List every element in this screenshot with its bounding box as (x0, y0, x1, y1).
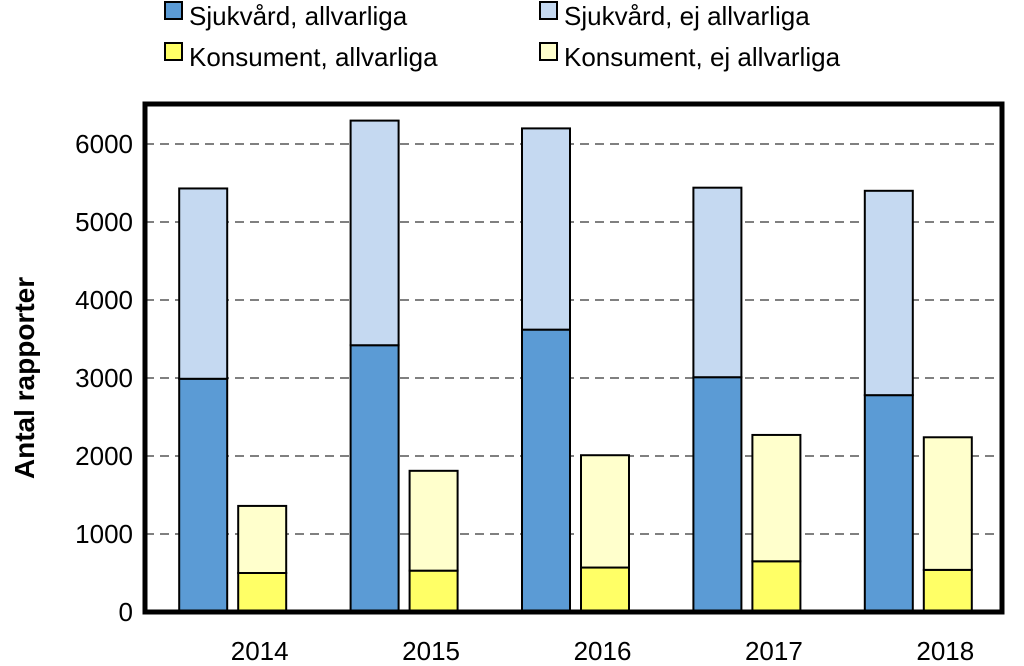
x-tick-label: 2015 (402, 636, 460, 666)
bar-sjukvard-allvarliga-2015 (349, 344, 400, 613)
gridlines (145, 143, 1002, 535)
legend: Sjukvård, allvarliga Sjukvård, ej allvarl… (164, 1, 841, 72)
y-axis-title: Antal rapporter (9, 277, 40, 479)
bar-konsument-ej-allvarliga-2018 (922, 436, 973, 571)
x-tick-labels: 2014 2015 2016 2017 2018 (231, 636, 974, 666)
y-tick-labels: 0 1000 2000 3000 4000 5000 6000 (75, 129, 133, 627)
y-tick-label: 2000 (75, 441, 133, 471)
legend-swatch (164, 1, 183, 20)
bar-sjukvard-allvarliga-2016 (521, 328, 571, 613)
bar-konsument-ej-allvarliga-2016 (580, 454, 630, 569)
legend-label: Konsument, ej allvarliga (564, 42, 841, 72)
y-tick-label: 0 (119, 597, 133, 627)
bar-sjukvard-ej-allvarliga-2016 (521, 127, 571, 331)
bars (178, 119, 973, 614)
y-tick-label: 1000 (75, 519, 133, 549)
bar-konsument-ej-allvarliga-2014 (237, 504, 288, 575)
bar-sjukvard-allvarliga-2018 (863, 394, 914, 613)
bar-sjukvard-ej-allvarliga-2014 (178, 187, 229, 380)
x-tick-label: 2016 (574, 636, 632, 666)
legend-swatch (539, 1, 558, 20)
bar-sjukvard-allvarliga-2014 (178, 377, 229, 613)
x-tick-label: 2018 (916, 636, 974, 666)
y-tick-label: 3000 (75, 363, 133, 393)
bar-konsument-allvarliga-2017 (751, 560, 802, 613)
legend-swatch (164, 42, 183, 61)
y-tick-label: 4000 (75, 285, 133, 315)
bar-konsument-ej-allvarliga-2017 (751, 433, 802, 563)
bar-sjukvard-allvarliga-2017 (692, 376, 743, 613)
legend-label: Sjukvård, allvarliga (189, 1, 408, 31)
legend-label: Konsument, allvarliga (189, 42, 438, 72)
x-tick-label: 2017 (745, 636, 803, 666)
x-tick-label: 2014 (231, 636, 289, 666)
bar-konsument-allvarliga-2016 (580, 566, 630, 613)
bar-sjukvard-ej-allvarliga-2015 (349, 119, 400, 347)
bar-konsument-allvarliga-2014 (237, 572, 288, 613)
legend-label: Sjukvård, ej allvarliga (564, 1, 810, 31)
bar-konsument-allvarliga-2018 (922, 568, 973, 614)
plot-frame (142, 101, 1005, 615)
y-tick-label: 5000 (75, 207, 133, 237)
bar-konsument-allvarliga-2015 (408, 569, 459, 613)
bar-konsument-ej-allvarliga-2015 (408, 469, 459, 572)
bar-sjukvard-ej-allvarliga-2018 (863, 189, 914, 397)
legend-swatch (539, 42, 558, 61)
y-tick-label: 6000 (75, 129, 133, 159)
bar-sjukvard-ej-allvarliga-2017 (692, 186, 743, 379)
